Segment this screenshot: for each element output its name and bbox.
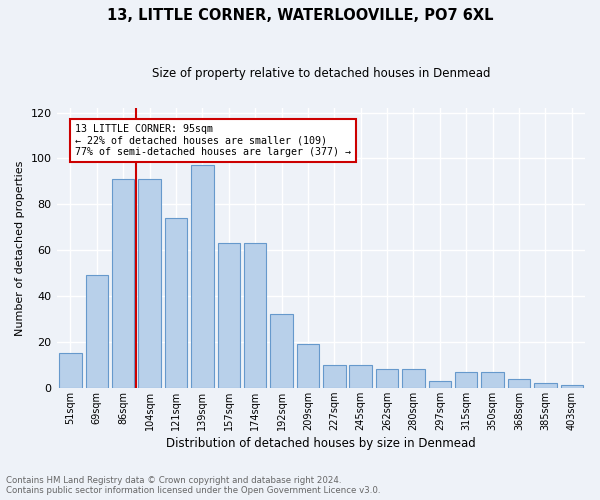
Bar [428,381,451,388]
Bar [297,344,319,388]
Bar [560,386,583,388]
Text: 13 LITTLE CORNER: 95sqm
← 22% of detached houses are smaller (109)
77% of semi-d: 13 LITTLE CORNER: 95sqm ← 22% of detache… [75,124,351,158]
Title: Size of property relative to detached houses in Denmead: Size of property relative to detached ho… [152,68,490,80]
Bar [191,166,214,388]
Text: Contains HM Land Registry data © Crown copyright and database right 2024.
Contai: Contains HM Land Registry data © Crown c… [6,476,380,495]
Text: 13, LITTLE CORNER, WATERLOOVILLE, PO7 6XL: 13, LITTLE CORNER, WATERLOOVILLE, PO7 6X… [107,8,493,22]
Bar [323,365,346,388]
Bar [271,314,293,388]
Bar [402,370,425,388]
Bar [534,383,557,388]
Bar [481,372,504,388]
Bar [59,354,82,388]
Bar [376,370,398,388]
Bar [455,372,478,388]
Bar [112,179,134,388]
X-axis label: Distribution of detached houses by size in Denmead: Distribution of detached houses by size … [166,437,476,450]
Bar [508,378,530,388]
Bar [218,244,240,388]
Bar [349,365,372,388]
Y-axis label: Number of detached properties: Number of detached properties [15,160,25,336]
Bar [244,244,266,388]
Bar [165,218,187,388]
Bar [86,276,108,388]
Bar [139,179,161,388]
